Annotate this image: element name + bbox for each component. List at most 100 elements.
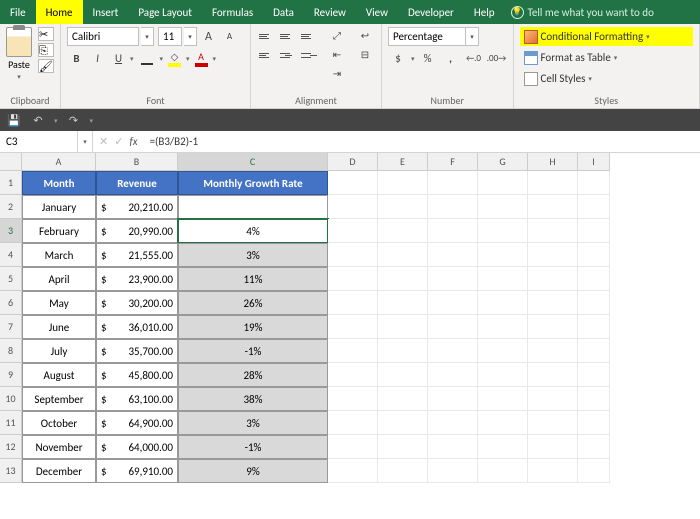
underline-button[interactable]: U — [109, 49, 128, 68]
row-header-7[interactable]: 7 — [0, 315, 22, 339]
empty-cell[interactable] — [428, 435, 478, 459]
growth-cell[interactable]: 38% — [178, 387, 328, 411]
indent-inc-icon[interactable]: ⇥ — [327, 65, 347, 82]
empty-cell[interactable] — [528, 339, 578, 363]
wrap-text-icon[interactable]: ↩ — [355, 27, 375, 44]
empty-cell[interactable] — [378, 435, 428, 459]
growth-cell[interactable]: -1% — [178, 435, 328, 459]
month-cell[interactable]: February — [22, 219, 96, 243]
empty-cell[interactable] — [378, 363, 428, 387]
font-size-arrow[interactable]: ▾ — [184, 27, 197, 46]
growth-cell[interactable]: 4% — [178, 219, 328, 243]
format-as-table-button[interactable]: Format as Table ▾ — [520, 48, 693, 67]
merge-icon[interactable]: ⊟ — [355, 46, 375, 63]
empty-cell[interactable] — [328, 387, 378, 411]
empty-cell[interactable] — [578, 363, 610, 387]
empty-cell[interactable] — [578, 171, 610, 195]
conditional-formatting-button[interactable]: Conditional Formatting ▾ — [520, 27, 693, 46]
align-bot-icon[interactable] — [299, 27, 319, 45]
tell-me-search[interactable]: 💡 Tell me what you want to do — [511, 6, 654, 19]
empty-cell[interactable] — [428, 363, 478, 387]
tab-help[interactable]: Help — [464, 0, 505, 24]
empty-cell[interactable] — [578, 267, 610, 291]
empty-cell[interactable] — [328, 171, 378, 195]
select-all-corner[interactable] — [0, 153, 22, 171]
empty-cell[interactable] — [378, 339, 428, 363]
empty-cell[interactable] — [378, 411, 428, 435]
font-name-combo[interactable]: Calibri — [67, 27, 139, 46]
row-header-6[interactable]: 6 — [0, 291, 22, 315]
empty-cell[interactable] — [578, 219, 610, 243]
growth-cell[interactable]: 19% — [178, 315, 328, 339]
month-cell[interactable]: May — [22, 291, 96, 315]
empty-cell[interactable] — [478, 459, 528, 483]
empty-cell[interactable] — [528, 195, 578, 219]
empty-cell[interactable] — [528, 435, 578, 459]
tab-home[interactable]: Home — [36, 0, 83, 24]
col-header-A[interactable]: A — [22, 153, 96, 171]
growth-cell[interactable]: 26% — [178, 291, 328, 315]
revenue-cell[interactable]: $45,800.00 — [96, 363, 178, 387]
revenue-cell[interactable]: $64,900.00 — [96, 411, 178, 435]
empty-cell[interactable] — [578, 339, 610, 363]
percent-button[interactable]: % — [418, 49, 438, 67]
empty-cell[interactable] — [428, 459, 478, 483]
empty-cell[interactable] — [328, 459, 378, 483]
align-center-icon[interactable] — [278, 46, 298, 64]
growth-cell[interactable]: 28% — [178, 363, 328, 387]
revenue-cell[interactable]: $20,990.00 — [96, 219, 178, 243]
growth-cell[interactable]: 3% — [178, 411, 328, 435]
revenue-cell[interactable]: $69,910.00 — [96, 459, 178, 483]
border-button[interactable] — [136, 49, 158, 68]
col-header-H[interactable]: H — [528, 153, 578, 171]
empty-cell[interactable] — [378, 387, 428, 411]
col-header-C[interactable]: C — [178, 153, 328, 171]
row-header-8[interactable]: 8 — [0, 339, 22, 363]
empty-cell[interactable] — [428, 339, 478, 363]
empty-cell[interactable] — [478, 315, 528, 339]
empty-cell[interactable] — [528, 171, 578, 195]
tab-file[interactable]: File — [0, 0, 36, 24]
col-header-E[interactable]: E — [378, 153, 428, 171]
table-header[interactable]: Revenue — [96, 171, 178, 195]
cut-icon[interactable]: ✂ — [38, 27, 54, 41]
empty-cell[interactable] — [328, 291, 378, 315]
align-right-icon[interactable] — [299, 46, 319, 64]
empty-cell[interactable] — [528, 267, 578, 291]
empty-cell[interactable] — [478, 291, 528, 315]
empty-cell[interactable] — [478, 363, 528, 387]
row-header-9[interactable]: 9 — [0, 363, 22, 387]
row-header-13[interactable]: 13 — [0, 459, 22, 483]
empty-cell[interactable] — [378, 459, 428, 483]
empty-cell[interactable] — [428, 411, 478, 435]
empty-cell[interactable] — [578, 291, 610, 315]
fx-icon[interactable]: fx — [129, 135, 137, 148]
empty-cell[interactable] — [578, 387, 610, 411]
month-cell[interactable]: July — [22, 339, 96, 363]
revenue-cell[interactable]: $30,200.00 — [96, 291, 178, 315]
empty-cell[interactable] — [578, 243, 610, 267]
empty-cell[interactable] — [328, 267, 378, 291]
empty-cell[interactable] — [328, 219, 378, 243]
growth-cell[interactable]: 9% — [178, 459, 328, 483]
revenue-cell[interactable]: $35,700.00 — [96, 339, 178, 363]
empty-cell[interactable] — [378, 291, 428, 315]
paste-icon[interactable] — [6, 27, 32, 57]
empty-cell[interactable] — [478, 339, 528, 363]
month-cell[interactable]: January — [22, 195, 96, 219]
tab-view[interactable]: View — [356, 0, 398, 24]
formula-input[interactable]: =(B3/B2)-1 — [144, 135, 700, 148]
row-header-5[interactable]: 5 — [0, 267, 22, 291]
row-header-11[interactable]: 11 — [0, 411, 22, 435]
growth-cell[interactable]: 11% — [178, 267, 328, 291]
row-header-1[interactable]: 1 — [0, 171, 22, 195]
growth-cell[interactable]: -1% — [178, 339, 328, 363]
number-format-combo[interactable]: Percentage — [388, 27, 466, 46]
decrease-decimal-icon[interactable]: .00→ — [487, 49, 507, 67]
empty-cell[interactable] — [478, 195, 528, 219]
empty-cell[interactable] — [428, 267, 478, 291]
month-cell[interactable]: August — [22, 363, 96, 387]
name-box-arrow[interactable]: ▾ — [78, 131, 93, 152]
revenue-cell[interactable]: $21,555.00 — [96, 243, 178, 267]
empty-cell[interactable] — [328, 195, 378, 219]
